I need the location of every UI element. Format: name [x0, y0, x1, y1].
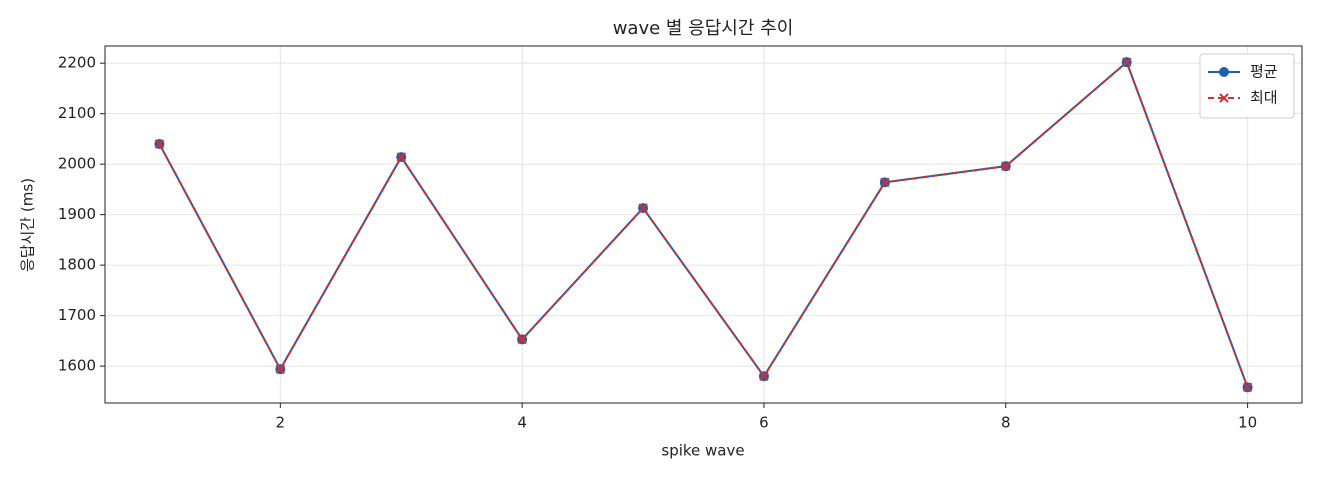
legend-label: 최대	[1250, 89, 1278, 107]
x-axis-label: spike wave	[661, 442, 744, 460]
y-axis-label: 응답시간 (ms)	[19, 178, 37, 272]
y-tick-label: 2200	[58, 54, 96, 72]
y-tick-label: 1900	[58, 205, 96, 223]
marker	[396, 152, 406, 162]
legend-label: 평균	[1250, 63, 1278, 81]
chart-title: wave 별 응답시간 추이	[613, 18, 794, 39]
x-tick-label: 8	[1001, 414, 1011, 432]
marker	[638, 203, 648, 213]
marker	[1121, 57, 1132, 67]
marker	[154, 139, 165, 149]
y-tick-label: 2000	[58, 155, 96, 173]
y-tick-label: 1600	[58, 357, 96, 375]
plot-frame	[104, 45, 1303, 404]
y-tick-label: 1700	[58, 306, 96, 324]
series-line	[158, 60, 1249, 388]
marker	[275, 364, 286, 374]
x-tick-label: 6	[759, 414, 769, 432]
y-tick-label: 2100	[58, 104, 96, 122]
series-line	[158, 60, 1249, 388]
legend-box	[1199, 53, 1295, 119]
marker	[759, 371, 769, 381]
x-tick-label: 4	[517, 414, 527, 432]
x-tick-label: 10	[1238, 414, 1257, 432]
marker	[1001, 161, 1011, 171]
x-tick-label: 2	[276, 414, 286, 432]
legend-marker	[1219, 93, 1229, 103]
marker	[1242, 382, 1253, 393]
marker	[517, 334, 527, 345]
legend-marker	[1219, 67, 1229, 77]
y-tick-label: 1800	[58, 256, 96, 274]
marker	[880, 177, 890, 188]
